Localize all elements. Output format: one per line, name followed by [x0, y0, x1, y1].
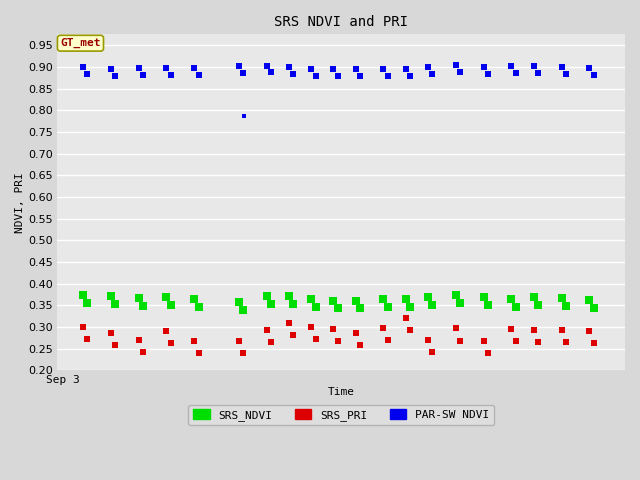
- Title: SRS NDVI and PRI: SRS NDVI and PRI: [274, 15, 408, 29]
- Y-axis label: NDVI, PRI: NDVI, PRI: [15, 172, 25, 233]
- X-axis label: Time: Time: [328, 387, 355, 396]
- Legend: SRS_NDVI, SRS_PRI, PAR-SW NDVI: SRS_NDVI, SRS_PRI, PAR-SW NDVI: [188, 405, 494, 425]
- Text: GT_met: GT_met: [60, 38, 100, 48]
